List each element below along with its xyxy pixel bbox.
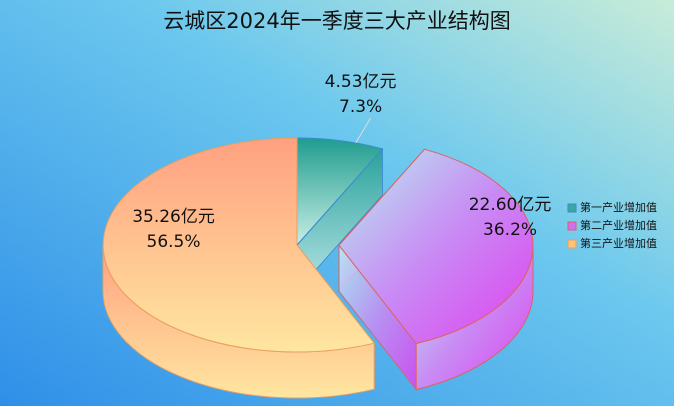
legend-swatch: [567, 203, 577, 213]
legend-label: 第二产业增加值: [580, 218, 657, 232]
leader-line: [355, 117, 372, 144]
slice: [102, 137, 376, 399]
legend-label: 第三产业增加值: [580, 236, 657, 250]
data-label: 22.60亿元: [469, 195, 552, 215]
data-label: 56.5%: [147, 232, 201, 252]
data-label: 35.26亿元: [132, 207, 215, 227]
slice-top: [338, 148, 534, 345]
legend-swatch: [567, 239, 577, 249]
legend-swatch: [567, 221, 577, 231]
legend-label: 第一产业增加值: [580, 200, 657, 214]
data-label: 7.3%: [339, 97, 382, 117]
chart-title: 云城区2024年一季度三大产业结构图: [163, 9, 510, 33]
slice: [296, 137, 384, 293]
slice: [338, 147, 534, 391]
data-label: 4.53亿元: [325, 72, 397, 92]
data-label: 36.2%: [483, 220, 537, 240]
slice-top: [102, 137, 376, 353]
